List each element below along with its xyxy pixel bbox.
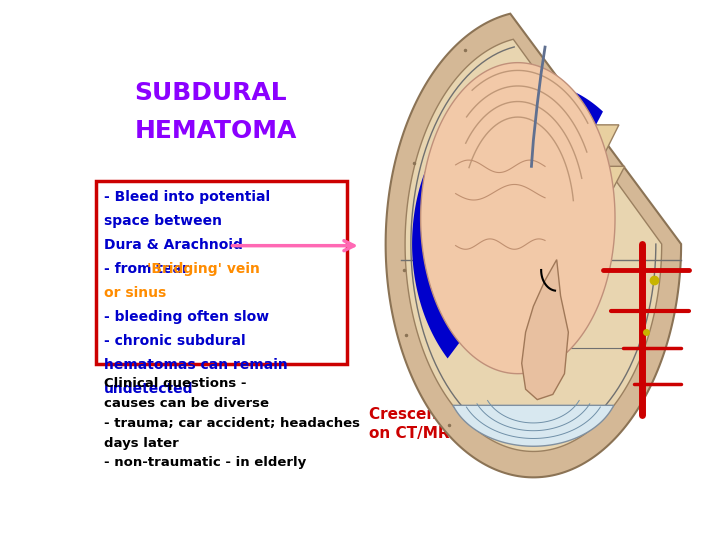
Text: SUBDURAL: SUBDURAL (135, 82, 287, 105)
Polygon shape (386, 14, 681, 477)
Text: Clinical questions -: Clinical questions - (104, 377, 246, 390)
Text: - from tear: - from tear (104, 262, 194, 276)
Text: space between: space between (104, 214, 222, 228)
Polygon shape (420, 63, 615, 374)
Polygon shape (593, 202, 613, 224)
Text: - trauma; car accident; headaches: - trauma; car accident; headaches (104, 416, 360, 429)
Text: undetected: undetected (104, 382, 194, 396)
Polygon shape (405, 39, 662, 451)
Text: 'Bridging' vein: 'Bridging' vein (148, 262, 261, 276)
Polygon shape (598, 166, 625, 192)
Text: Dura & Arachnoid: Dura & Arachnoid (104, 238, 243, 252)
Polygon shape (588, 125, 619, 156)
Text: Crescent-shaped hematoma
on CT/MRI: Crescent-shaped hematoma on CT/MRI (369, 408, 610, 441)
Polygon shape (453, 406, 613, 446)
Text: - Bleed into potential: - Bleed into potential (104, 190, 270, 204)
Polygon shape (522, 260, 568, 400)
Text: - non-traumatic - in elderly: - non-traumatic - in elderly (104, 456, 306, 469)
Text: - chronic subdural: - chronic subdural (104, 334, 246, 348)
Polygon shape (529, 82, 603, 140)
Text: causes can be diverse: causes can be diverse (104, 396, 269, 410)
Polygon shape (412, 83, 530, 359)
Text: - bleeding often slow: - bleeding often slow (104, 310, 269, 324)
Text: hematomas can remain: hematomas can remain (104, 359, 288, 373)
Text: days later: days later (104, 436, 179, 449)
Text: or sinus: or sinus (104, 286, 166, 300)
FancyBboxPatch shape (96, 181, 347, 364)
Text: HEMATOMA: HEMATOMA (135, 119, 297, 143)
